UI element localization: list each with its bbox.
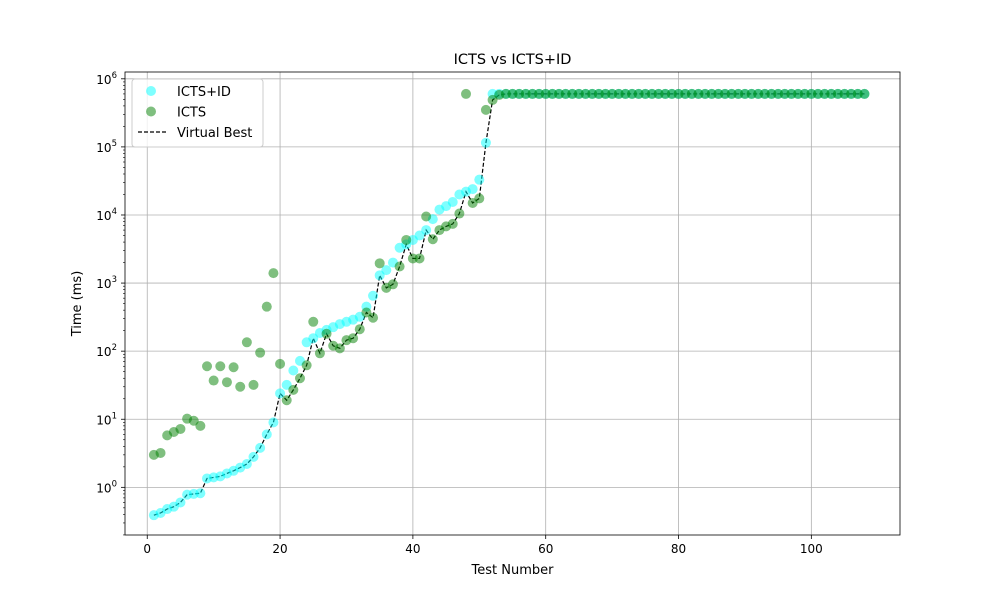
point-icts-id	[241, 459, 252, 470]
point-icts	[859, 88, 870, 99]
point-icts	[155, 447, 166, 458]
y-tick-label: 100	[96, 479, 117, 495]
point-icts-id	[195, 488, 206, 499]
point-icts-id	[275, 388, 286, 399]
point-icts	[461, 88, 472, 99]
x-tick-label: 80	[671, 542, 686, 556]
point-icts	[241, 337, 252, 348]
y-tick-label: 104	[96, 207, 117, 223]
x-tick-label: 40	[405, 542, 420, 556]
point-icts-id	[474, 174, 485, 185]
point-icts	[294, 373, 305, 384]
point-icts	[321, 328, 332, 339]
chart-title: ICTS vs ICTS+ID	[454, 52, 572, 68]
y-tick-label: 106	[96, 71, 117, 87]
y-tick-label: 105	[96, 139, 117, 155]
point-icts	[175, 423, 186, 434]
point-icts-id	[467, 184, 478, 195]
point-icts	[281, 395, 292, 406]
point-icts	[447, 218, 458, 229]
point-icts	[374, 258, 385, 269]
point-layer	[148, 88, 870, 521]
legend-label-virtual-best: Virtual Best	[177, 126, 252, 141]
point-icts	[248, 379, 259, 390]
y-tick-label: 102	[96, 343, 117, 359]
x-tick-label: 100	[800, 542, 823, 556]
x-tick-label: 60	[538, 542, 553, 556]
point-icts-id	[261, 429, 272, 440]
point-icts-id	[414, 230, 425, 241]
point-icts	[255, 347, 266, 358]
point-icts	[427, 234, 438, 245]
point-icts	[215, 361, 226, 372]
point-icts-id	[288, 365, 299, 376]
point-icts	[308, 316, 319, 327]
y-tick-label: 101	[96, 411, 117, 427]
tick-layer: 0 20 40 60 80 100 100 101 102 103 104 105 106	[96, 71, 822, 556]
point-icts	[401, 234, 412, 245]
point-icts	[421, 211, 432, 222]
point-icts	[228, 362, 239, 373]
point-icts	[288, 384, 299, 395]
y-tick-label: 103	[96, 275, 117, 291]
point-icts	[348, 333, 359, 344]
point-icts	[474, 193, 485, 204]
point-icts	[334, 343, 345, 354]
point-icts	[314, 348, 325, 359]
legend-label-icts: ICTS	[177, 106, 206, 121]
legend-marker-icts	[146, 106, 156, 117]
point-icts	[268, 268, 279, 279]
point-icts-id	[255, 442, 266, 453]
point-icts	[301, 360, 312, 371]
point-icts	[195, 420, 206, 431]
point-icts	[235, 381, 246, 392]
point-icts-id	[421, 225, 432, 236]
point-icts	[480, 104, 491, 115]
point-icts	[394, 261, 405, 272]
legend-box	[131, 78, 264, 148]
point-icts	[454, 208, 465, 219]
point-icts-id	[447, 197, 458, 208]
point-icts	[261, 301, 272, 312]
point-icts	[414, 253, 425, 264]
point-icts-id	[480, 137, 491, 148]
legend-marker-icts-id	[146, 86, 156, 96]
point-icts	[387, 279, 398, 290]
point-icts-id	[381, 265, 392, 276]
point-icts-id	[248, 451, 259, 462]
point-icts	[275, 358, 286, 369]
x-tick-label: 20	[272, 542, 287, 556]
y-axis-label: Time (ms)	[70, 271, 85, 338]
point-icts-id	[368, 290, 379, 301]
point-icts-id	[175, 497, 186, 508]
legend: ICTS+ID ICTS Virtual Best	[131, 78, 264, 148]
point-icts	[208, 375, 219, 386]
point-icts	[221, 377, 232, 388]
x-tick-label: 0	[143, 542, 151, 556]
point-icts	[368, 312, 379, 323]
legend-label-icts-id: ICTS+ID	[177, 85, 231, 100]
x-axis-label: Test Number	[471, 563, 555, 578]
point-icts	[354, 324, 365, 335]
point-icts	[202, 361, 213, 372]
grid-layer	[125, 72, 900, 535]
point-icts-id	[268, 417, 279, 428]
